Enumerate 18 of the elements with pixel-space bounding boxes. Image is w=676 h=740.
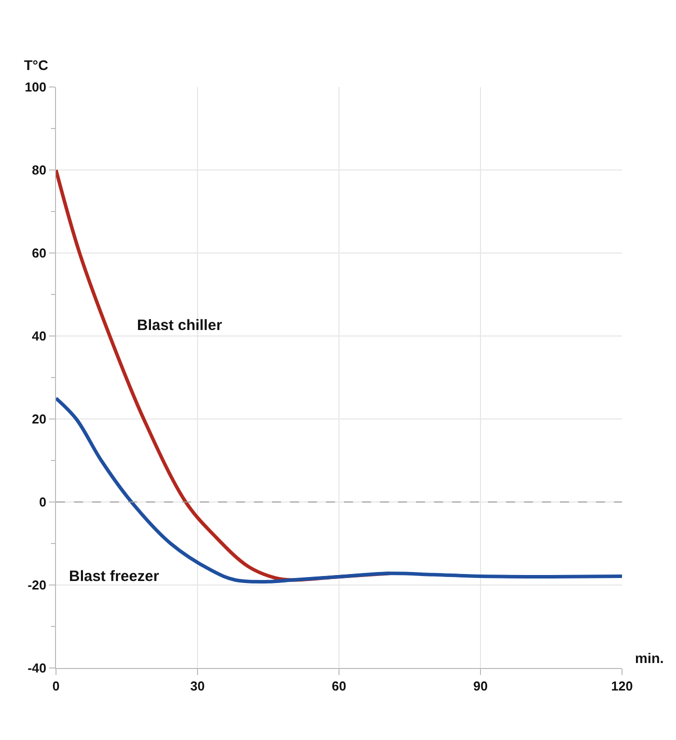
series-label: Blast freezer	[69, 568, 160, 585]
y-tick-label: 40	[32, 328, 46, 344]
y-tick-label: -20	[28, 578, 46, 593]
y-tick-label: 60	[32, 246, 46, 261]
line-series	[56, 396, 622, 584]
y-tick-label: 0	[39, 494, 46, 510]
y-tick-label: 80	[32, 162, 46, 178]
y-tick-label: -40	[28, 660, 46, 676]
y-tick-label: 100	[24, 80, 46, 95]
x-tick-label: 90	[473, 678, 488, 694]
series-label: Blast chiller	[137, 317, 222, 334]
y-tick-label: 20	[32, 412, 46, 427]
x-tick-label: 60	[332, 678, 346, 694]
x-tick-label: 120	[611, 678, 633, 694]
x-tick-label: 30	[190, 678, 205, 694]
x-axis-title: min.	[635, 650, 664, 666]
y-axis-title: T°C	[24, 57, 48, 73]
x-tick-label: 0	[52, 678, 60, 694]
